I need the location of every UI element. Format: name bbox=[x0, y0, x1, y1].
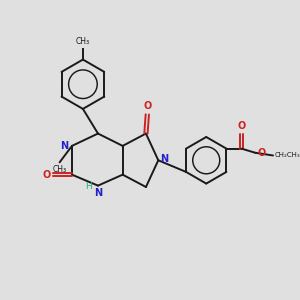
Text: O: O bbox=[257, 148, 266, 158]
Text: N: N bbox=[61, 141, 69, 151]
Text: H: H bbox=[85, 182, 92, 191]
Text: N: N bbox=[160, 154, 169, 164]
Text: CH₂CH₃: CH₂CH₃ bbox=[274, 152, 300, 158]
Text: N: N bbox=[94, 188, 102, 198]
Text: O: O bbox=[42, 170, 51, 180]
Text: O: O bbox=[143, 101, 152, 111]
Text: O: O bbox=[237, 121, 246, 131]
Text: CH₃: CH₃ bbox=[52, 165, 67, 174]
Text: CH₃: CH₃ bbox=[76, 37, 90, 46]
